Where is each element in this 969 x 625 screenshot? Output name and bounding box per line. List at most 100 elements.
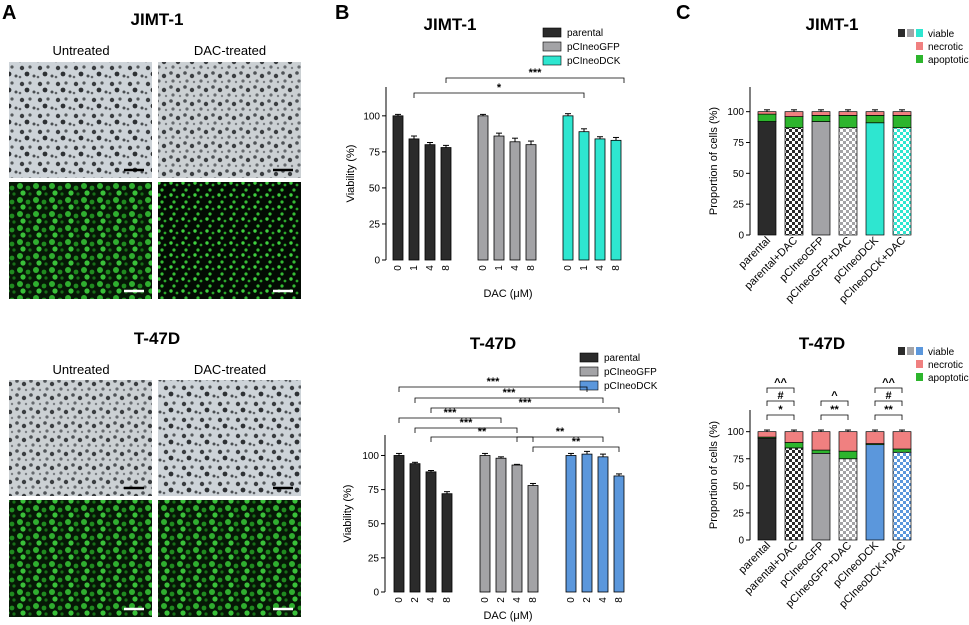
legend-swatch-viable — [916, 29, 923, 37]
significance-bracket — [766, 414, 795, 420]
significance-bracket — [766, 387, 795, 393]
bar-parental-4 — [424, 144, 436, 261]
bar-pCIneoDCK-4 — [594, 138, 606, 261]
bar-parental-0 — [393, 455, 405, 593]
bar-pCIneoDCK-8 — [613, 475, 625, 593]
legend-swatch-parental — [542, 27, 562, 38]
y-tick-label: 25 — [733, 508, 745, 519]
legend-swatch-necrotic — [916, 360, 923, 368]
x-tick-label: 1 — [409, 265, 420, 271]
significance-label: ^ — [831, 390, 838, 402]
significance-label: * — [497, 82, 502, 94]
bar-segment-necrotic-pCIneoGFP-plus-DAC — [838, 431, 858, 452]
legend-label-parental: parental — [604, 353, 640, 364]
bar-segment-necrotic-pCIneoDCK-plus-DAC — [892, 111, 912, 116]
x-tick-label: 8 — [614, 597, 625, 603]
significance-label: *** — [503, 387, 517, 399]
bar-parental-2 — [409, 463, 421, 593]
bar-segment-necrotic-pCIneoGFP — [811, 431, 831, 451]
significance-label: *** — [487, 376, 501, 388]
micrograph-fluorescence-dac — [158, 182, 301, 299]
y-axis-label: Proportion of cells (%) — [708, 107, 720, 215]
legend-label-pCIneoGFP: pCIneoGFP — [604, 367, 657, 378]
micrograph-fluorescence-untreated — [9, 500, 152, 617]
x-axis-label: DAC (μM) — [483, 288, 532, 300]
y-axis-label: Viability (%) — [342, 485, 354, 543]
significance-label: ** — [830, 404, 839, 416]
significance-label: ^^ — [774, 377, 787, 389]
micrograph-label-dac-treated: DAC-treated — [194, 43, 266, 58]
bar-segment-viable-parental — [757, 437, 777, 541]
x-tick-label: 8 — [441, 265, 452, 271]
significance-bracket — [516, 436, 604, 442]
legend-swatch-viable — [898, 29, 905, 37]
bar-pCIneoDCK-0 — [562, 115, 574, 261]
bar-parental-0 — [392, 115, 404, 261]
micrograph-title-t47d: T-47D — [134, 329, 180, 348]
x-tick-label: 2 — [496, 597, 507, 603]
y-tick-label: 0 — [373, 588, 379, 599]
significance-label: # — [885, 390, 891, 402]
panel-label-b: B — [335, 2, 349, 24]
legend-label-parental: parental — [567, 28, 603, 39]
x-tick-label: 1 — [579, 265, 590, 271]
significance-bracket — [820, 400, 849, 406]
y-tick-label: 50 — [733, 169, 745, 180]
chart-title: JIMT-1 — [424, 15, 477, 34]
legend-label-pCIneoDCK: pCIneoDCK — [567, 56, 621, 67]
y-tick-label: 100 — [362, 451, 379, 462]
micrograph-panel-t47d: T-47D Untreated DAC-treated — [9, 329, 301, 617]
micrograph-brightfield-untreated — [9, 380, 152, 496]
significance-label: *** — [529, 67, 543, 79]
bar-segment-necrotic-parental — [757, 111, 777, 115]
y-tick-label: 0 — [374, 256, 380, 267]
significance-label: # — [777, 390, 783, 402]
bar-pCIneoGFP-0 — [477, 115, 489, 261]
legend-label-apoptotic: apoptotic — [928, 373, 969, 384]
significance-bracket — [532, 446, 620, 452]
bar-pCIneoGFP-0 — [479, 455, 491, 593]
significance-bracket — [874, 387, 903, 393]
bar-segment-apoptotic-parental-plus-DAC — [784, 116, 804, 129]
legend-swatch-apoptotic — [916, 55, 923, 63]
bar-parental-8 — [441, 493, 453, 593]
bar-segment-apoptotic-pCIneoGFP — [811, 115, 831, 122]
y-tick-label: 0 — [738, 536, 744, 547]
bar-segment-viable-pCIneoGFP-plus-DAC — [838, 458, 858, 541]
y-axis-label: Viability (%) — [345, 145, 357, 203]
legend-swatch-viable — [916, 347, 923, 355]
significance-label: *** — [519, 397, 533, 409]
legend-swatch-necrotic — [916, 42, 923, 50]
bar-pCIneoDCK-4 — [597, 456, 609, 593]
legend-label-viable: viable — [928, 347, 955, 358]
x-tick-label: 8 — [528, 597, 539, 603]
significance-label: ** — [478, 426, 487, 438]
bar-segment-viable-pCIneoDCK — [865, 122, 885, 236]
micrograph-fluorescence-dac — [158, 500, 301, 617]
significance-label: *** — [444, 407, 458, 419]
bar-segment-apoptotic-pCIneoDCK — [865, 115, 885, 124]
y-tick-label: 25 — [733, 200, 745, 211]
micrograph-panel-jimt1: JIMT-1 Untreated DAC-treated — [9, 10, 301, 299]
significance-label: ^^ — [882, 377, 895, 389]
bar-segment-viable-pCIneoDCK-plus-DAC — [892, 127, 912, 236]
x-tick-label: 0 — [566, 597, 577, 603]
significance-label: ** — [556, 426, 565, 438]
bar-segment-apoptotic-pCIneoGFP-plus-DAC — [838, 115, 858, 129]
x-tick-label: 0 — [563, 265, 574, 271]
legend-label-necrotic: necrotic — [928, 360, 963, 371]
chart-title: T-47D — [799, 334, 845, 353]
x-tick-label: 8 — [526, 265, 537, 271]
x-tick-label: 8 — [611, 265, 622, 271]
y-tick-label: 75 — [368, 485, 380, 496]
micrograph-brightfield-dac — [158, 380, 301, 496]
x-axis-label: DAC (μM) — [483, 610, 532, 622]
x-tick-label: 4 — [512, 597, 523, 603]
micrograph-brightfield-dac — [158, 62, 301, 178]
significance-bracket — [430, 407, 620, 413]
bar-segment-viable-pCIneoDCK — [865, 444, 885, 541]
bar-pCIneoDCK-2 — [581, 453, 593, 593]
legend-swatch-viable — [907, 29, 914, 37]
y-tick-label: 25 — [369, 219, 381, 230]
